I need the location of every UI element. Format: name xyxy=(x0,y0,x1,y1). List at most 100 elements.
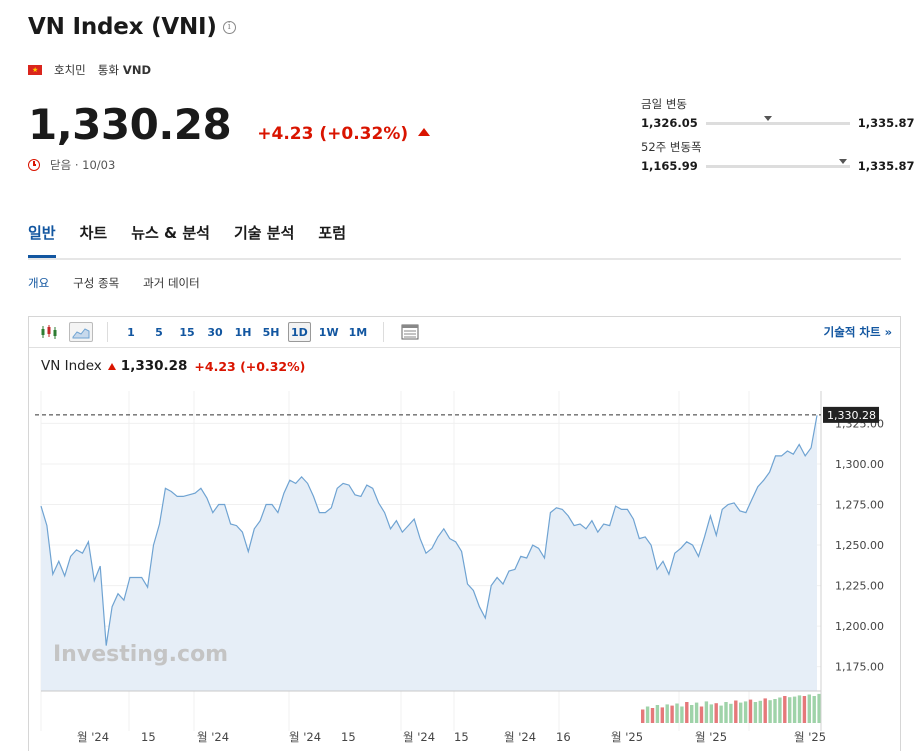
last-price: 1,330.28 xyxy=(28,100,232,149)
timeframe-5[interactable]: 5 xyxy=(155,325,163,339)
x-tick-label: 월 '24 xyxy=(77,730,109,744)
x-tick-label: 월 '24 xyxy=(197,730,229,744)
title-row: VN Index (VNI) i xyxy=(28,14,236,40)
last-price-line: 1,330.28 xyxy=(35,406,879,423)
area-chart-icon[interactable] xyxy=(69,322,93,342)
y-tick-label: 1,175.00 xyxy=(835,661,884,674)
y-tick-label: 1,300.00 xyxy=(835,458,884,471)
volume-bar xyxy=(758,700,762,723)
volume-bar xyxy=(655,705,660,723)
volume-bar xyxy=(694,702,699,723)
volume-bar xyxy=(783,696,787,723)
exchange-label: 호치민 xyxy=(54,63,86,77)
volume-bar xyxy=(724,702,728,723)
volume-bar xyxy=(773,699,777,723)
volume-bar xyxy=(660,707,664,723)
up-arrow-icon xyxy=(418,128,431,136)
vietnam-flag-icon xyxy=(28,65,42,75)
technical-chart-link[interactable]: 기술적 차트 » xyxy=(823,325,892,339)
tab-overview[interactable]: 일반 xyxy=(28,222,56,258)
price-area-fill xyxy=(41,415,817,691)
volume-bar xyxy=(709,704,713,723)
currency-label: 통화 xyxy=(97,63,119,77)
timeframe-1w[interactable]: 1W xyxy=(318,325,339,339)
x-tick-label: 월 '24 xyxy=(403,730,435,744)
volume-bar xyxy=(704,701,709,723)
investing-watermark: Investing.com xyxy=(53,642,228,667)
chart-toolbar: 1 5 15 30 1H 5H 1D 1W 1M 기술적 차트 » xyxy=(29,317,900,348)
daily-range: 금일 변동 1,326.05 1,335.87 xyxy=(641,96,915,130)
daily-range-label: 금일 변동 xyxy=(641,97,687,111)
legend-price: 1,330.28 xyxy=(120,358,188,374)
page-title: VN Index (VNI) xyxy=(28,14,217,40)
x-tick-label: 15 xyxy=(141,730,156,744)
subtab-historical[interactable]: 과거 데이터 xyxy=(143,276,200,290)
week52-range-marker xyxy=(838,158,847,164)
volume-bar xyxy=(729,703,733,723)
table-view-icon[interactable] xyxy=(398,322,422,342)
price-row: 1,330.28 +4.23 (+0.32%) xyxy=(28,100,431,149)
last-price-badge-label: 1,330.28 xyxy=(827,409,876,422)
volume-bar xyxy=(641,709,645,723)
timeframe-15[interactable]: 15 xyxy=(179,325,195,339)
timeframe-1d[interactable]: 1D xyxy=(288,322,311,342)
y-tick-label: 1,275.00 xyxy=(835,499,884,512)
info-icon[interactable]: i xyxy=(222,20,236,34)
x-axis: 월 '24 15 월 '24 월 '24 15 월 '24 15 월 '24 16 월 '25 월 … xyxy=(77,730,826,744)
daily-range-bar xyxy=(705,115,850,125)
volume-bar xyxy=(665,704,669,723)
volume-bar xyxy=(743,701,748,723)
market-status-text: 닫음 · 10/03 xyxy=(50,158,116,172)
x-tick-label: 월 '24 xyxy=(504,730,536,744)
price-chart[interactable]: Investing.com 1,175.001,200.001,225.001,… xyxy=(29,391,900,751)
tabs-divider xyxy=(28,258,901,260)
chart-panel: 1 5 15 30 1H 5H 1D 1W 1M 기술적 차트 » VN Ind… xyxy=(28,316,901,751)
volume-bar xyxy=(699,706,704,723)
clock-icon xyxy=(28,159,40,171)
last-price-badge xyxy=(823,406,879,423)
x-tick-label: 15 xyxy=(341,730,356,744)
subtab-overview[interactable]: 개요 xyxy=(28,276,50,290)
volume-bar xyxy=(788,697,792,723)
subtab-components[interactable]: 구성 종목 xyxy=(73,276,120,290)
volume-bar xyxy=(685,702,689,723)
volume-bar xyxy=(807,694,811,723)
timeframe-5h[interactable]: 5H xyxy=(262,325,280,339)
tab-news[interactable]: 뉴스 & 분석 xyxy=(131,224,210,242)
volume-bar xyxy=(763,698,767,723)
candlestick-icon[interactable] xyxy=(37,322,61,342)
week52-range-bar xyxy=(705,158,850,168)
volume-bars xyxy=(641,693,821,723)
volume-bar xyxy=(792,696,797,723)
volume-bar xyxy=(734,700,738,723)
week52-range: 52주 변동폭 1,165.99 1,335.87 xyxy=(641,139,915,173)
toolbar-divider xyxy=(383,322,385,342)
volume-bar xyxy=(778,697,782,723)
price-change: +4.23 (+0.32%) xyxy=(257,124,409,144)
timeframe-1[interactable]: 1 xyxy=(127,325,135,339)
daily-range-marker xyxy=(763,115,772,121)
volume-bar xyxy=(812,696,816,723)
tab-technical[interactable]: 기술 분석 xyxy=(233,224,295,242)
week52-range-low: 1,165.99 xyxy=(641,159,698,173)
volume-bar xyxy=(675,703,679,723)
legend-name: VN Index xyxy=(41,358,102,374)
x-tick-label: 15 xyxy=(454,730,469,744)
timeframe-30[interactable]: 30 xyxy=(207,325,223,339)
week52-range-label: 52주 변동폭 xyxy=(641,140,702,154)
volume-bar xyxy=(670,705,674,723)
volume-bar xyxy=(714,703,718,723)
timeframe-1m[interactable]: 1M xyxy=(348,325,368,339)
volume-bar xyxy=(650,708,655,723)
volume-bar xyxy=(719,705,723,723)
tab-forum[interactable]: 포럼 xyxy=(318,224,346,242)
y-tick-label: 1,225.00 xyxy=(835,580,884,593)
timeframe-1h[interactable]: 1H xyxy=(234,325,252,339)
x-tick-label: 월 '25 xyxy=(695,730,727,744)
volume-bar xyxy=(645,706,650,723)
chart-legend: VN Index 1,330.28 +4.23 (+0.32%) xyxy=(41,358,305,374)
tab-chart[interactable]: 차트 xyxy=(79,224,108,242)
legend-up-icon xyxy=(107,362,116,370)
sub-tabs: 개요 구성 종목 과거 데이터 xyxy=(28,275,224,291)
volume-bar xyxy=(768,700,772,723)
